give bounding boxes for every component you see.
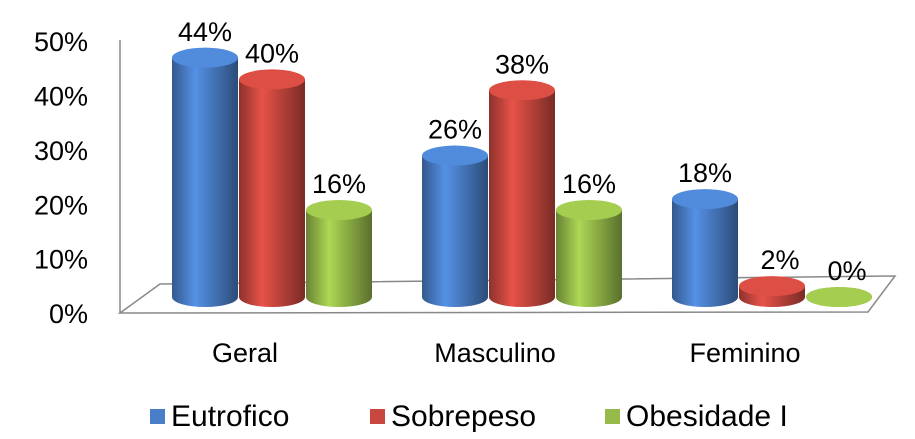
legend-swatch [605,409,620,424]
value-label: 18% [678,158,732,188]
floor [117,275,897,314]
value-label: 2% [760,245,799,275]
value-label: 44% [178,17,232,47]
legend-label: Obesidade I [626,400,788,433]
bar [672,189,738,307]
bar [172,47,238,307]
x-tick-label: Masculino [434,338,556,368]
value-label: 38% [495,49,549,79]
value-label: 0% [827,256,866,286]
bar [489,80,555,307]
y-tick-label: 0% [49,299,88,329]
y-tick-label: 20% [34,190,88,220]
bar [806,287,872,307]
value-label: 16% [562,169,616,199]
y-tick-label: 40% [34,82,88,112]
bar [306,199,372,307]
legend-swatch [150,409,165,424]
legend-swatch [370,409,385,424]
x-tick-label: Geral [212,338,278,368]
bar [739,276,805,307]
value-label: 16% [312,169,366,199]
legend-label: Eutrofico [171,400,289,433]
bar [422,145,488,307]
bar [556,199,622,307]
value-label: 40% [245,39,299,69]
bar [239,69,305,307]
value-label: 26% [428,115,482,145]
y-tick-label: 50% [34,27,88,57]
y-tick-label: 30% [34,136,88,166]
legend-label: Sobrepeso [391,400,536,433]
x-tick-label: Feminino [689,338,800,368]
y-tick-label: 10% [34,245,88,275]
